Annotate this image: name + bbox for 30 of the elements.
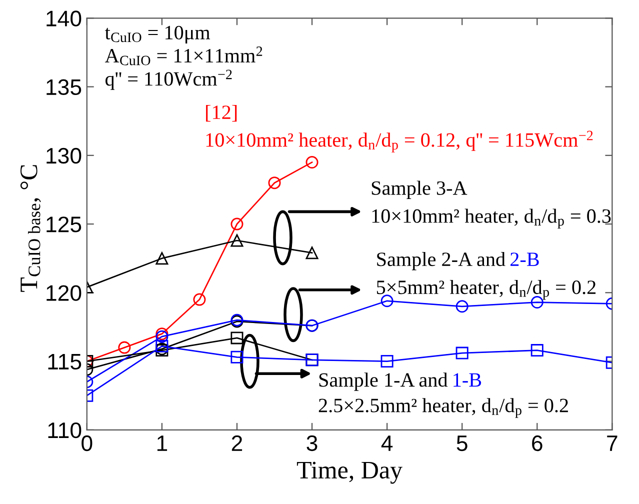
annotation: 5×5mm² heater, d$_{n}$/d$_{p}$ = 0.2: [376, 280, 596, 300]
y-tick-label: 130: [46, 148, 82, 164]
y-tick-label: 115: [48, 354, 82, 370]
x-axis-title: Time, Day: [296, 462, 402, 484]
annotation: 2.5×2.5mm² heater, d$_{n}$/d$_{p}$ = 0.2: [318, 398, 568, 418]
annotation: 2-B: [510, 252, 539, 266]
y-tick-label: 135: [46, 79, 82, 96]
annotation: t$_{CuIO}$ = 10μm: [104, 26, 210, 44]
y-tick-label: 120: [46, 285, 82, 301]
annotation: 10×10mm² heater, d$_{n}$/d$_{p}$ = 0.12, q'' = 115Wcm$^{−2}$: [206, 130, 593, 152]
x-tick-label: 2: [232, 435, 242, 451]
annotation: 10×10mm² heater, d$_{n}$/d$_{p}$ = 0.3: [372, 208, 611, 228]
x-tick-label: 4: [381, 436, 393, 451]
y-tick-label: 110: [48, 422, 82, 438]
x-tick-label: 5: [456, 436, 468, 452]
y-tick-label: 125: [46, 216, 82, 232]
x-tick-label: 3: [306, 435, 318, 452]
x-tick-label: 7: [607, 436, 618, 451]
x-tick-label: 1: [157, 436, 168, 451]
annotation: q'' = 110Wcm$^{−2}$: [105, 70, 232, 90]
annotation: Sample 3-A: [372, 180, 468, 199]
x-tick-label: 6: [532, 435, 542, 452]
y-tick-label: 140: [46, 10, 82, 26]
annotation: A$_{CuIO}$ = 11×11mm$^{2}$: [104, 46, 262, 66]
y-axis-title: TCuIO base, °C: [20, 165, 41, 292]
annotation: 1-B: [454, 373, 482, 387]
annotation: Sample 1-A and: [319, 372, 448, 391]
x-tick-label: 0: [82, 435, 92, 452]
annotation: Sample 2-A and: [377, 252, 506, 270]
annotation: [12]: [206, 104, 237, 122]
